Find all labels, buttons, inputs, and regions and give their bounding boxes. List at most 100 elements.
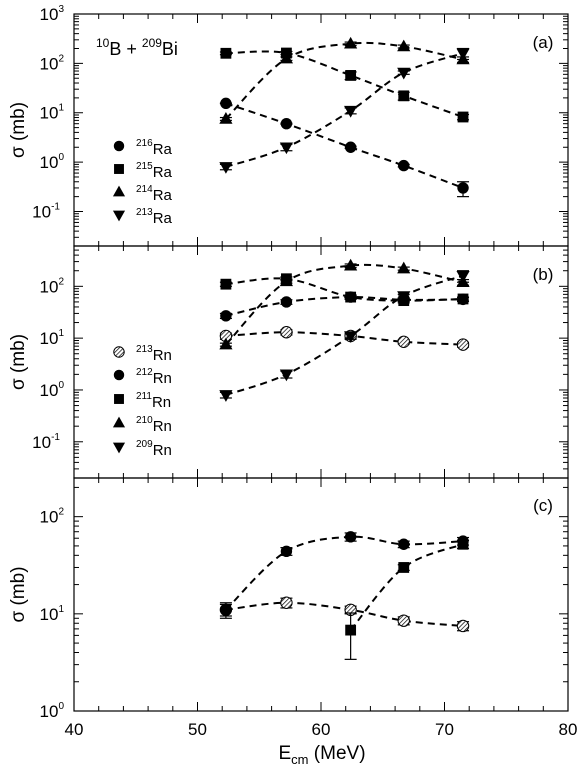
y-tick-label: 100: [40, 380, 65, 400]
tick-base: 10: [40, 153, 59, 172]
data-point: [279, 51, 294, 64]
projectile: B +: [109, 39, 142, 59]
panel-label: (a): [533, 33, 554, 52]
fit-curve: [225, 535, 464, 611]
y-tick-label: 101: [40, 604, 65, 624]
legend-mass: 215: [136, 161, 153, 172]
tick-exponent: 2: [58, 507, 64, 518]
legend-label: 212Rn: [136, 367, 172, 387]
series-211Rn: [219, 273, 470, 307]
series-213Rn: [219, 596, 470, 633]
x-tick-label: 50: [188, 720, 207, 739]
series-209Rn: [219, 270, 470, 402]
legend-label: 216Ra: [136, 138, 173, 158]
data-point: [280, 117, 293, 130]
legend-element: Rn: [153, 347, 172, 364]
x-axis: 40 50 60 70 80 Ecm (MeV): [65, 720, 578, 767]
data-point: [456, 270, 470, 283]
data-point: [397, 335, 410, 348]
data-point: [456, 48, 470, 61]
tick-exponent: 1: [58, 604, 64, 615]
y-tick-label: 102: [40, 507, 65, 527]
y-axis-title: σ (mb): [8, 334, 29, 390]
fit-curve: [349, 543, 464, 631]
legend-label: 211Rn: [136, 391, 171, 411]
data-point: [219, 390, 233, 402]
data-point: [280, 326, 293, 339]
legend-element: Ra: [153, 210, 173, 227]
data-point: [220, 310, 232, 322]
x-axis-subscript: cm: [291, 752, 308, 767]
fit-curve: [225, 41, 464, 120]
x-tick-label: 70: [435, 720, 454, 739]
legend-label: 213Rn: [136, 344, 172, 364]
data-point: [344, 36, 358, 49]
data-point: [219, 162, 233, 174]
x-axis-symbol: E: [278, 743, 291, 764]
tick-exponent: -1: [51, 201, 60, 212]
data-point: [344, 258, 358, 271]
tick-exponent: 1: [58, 328, 64, 339]
series-212Rn: [219, 531, 470, 617]
legend-element: Ra: [153, 141, 173, 158]
data-point: [220, 47, 232, 59]
legend-marker: [112, 442, 126, 454]
legend-element: Ra: [153, 164, 173, 181]
legend-marker: [112, 185, 126, 197]
tick-base: 10: [40, 381, 59, 400]
tick-exponent: 0: [58, 701, 64, 712]
legend-element: Rn: [152, 394, 171, 411]
tick-base: 10: [40, 277, 59, 296]
tick-base: 10: [40, 5, 59, 24]
panel-frame: [73, 477, 569, 712]
data-point: [345, 70, 357, 81]
y-tick-label: 102: [40, 53, 65, 73]
fit-curve: [225, 52, 464, 168]
panel-label: (b): [533, 265, 554, 284]
y-tick-label: 101: [40, 328, 65, 348]
legend-mass: 214: [136, 184, 153, 195]
data-point: [397, 39, 411, 52]
data-point: [397, 614, 410, 627]
data-point: [456, 338, 470, 351]
series-215Ra: [219, 47, 470, 123]
tick-exponent: 0: [58, 380, 64, 391]
tick-base: 10: [40, 702, 59, 721]
data-point: [220, 278, 232, 290]
tick-base: 10: [40, 104, 59, 123]
data-point: [219, 112, 233, 124]
data-point: [279, 369, 294, 382]
data-point: [220, 604, 232, 616]
data-point: [280, 545, 293, 558]
fit-curve: [225, 102, 464, 189]
tick-base: 10: [40, 54, 59, 73]
legend-label: 215Ra: [136, 161, 173, 181]
y-tick-label: 100: [40, 152, 65, 172]
y-tick-label: 103: [40, 4, 65, 24]
x-tick-label: 60: [312, 720, 331, 739]
legend-marker: [113, 369, 125, 381]
data-point: [279, 274, 294, 287]
fit-curve: [225, 263, 464, 346]
data-point: [457, 538, 469, 550]
legend-mass: 216: [136, 138, 153, 149]
data-point: [220, 97, 232, 110]
data-point: [280, 596, 293, 609]
data-point: [344, 331, 358, 343]
panel-label: (c): [533, 496, 553, 515]
series-211Rn: [344, 538, 470, 660]
x-axis-unit: (MeV): [309, 743, 366, 764]
series-213Rn: [219, 326, 470, 351]
legend-element: Rn: [153, 418, 172, 435]
data-point: [219, 337, 233, 350]
tick-base: 10: [40, 605, 59, 624]
legend-mass: 213: [136, 207, 153, 218]
series-213Ra: [219, 47, 470, 174]
legend-element: Rn: [153, 442, 172, 459]
data-point: [457, 111, 469, 123]
data-point: [457, 182, 469, 194]
fit-curve: [225, 601, 464, 627]
